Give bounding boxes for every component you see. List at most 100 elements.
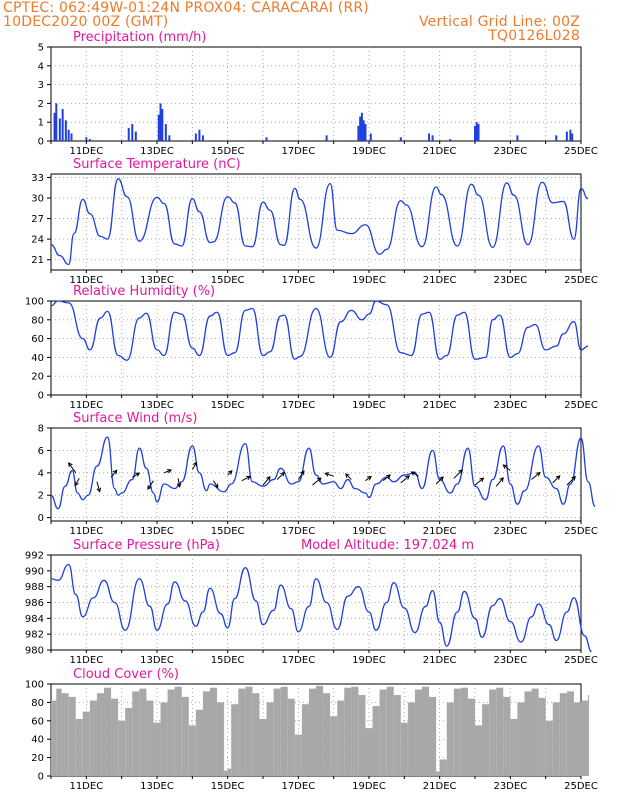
y-tick-label: 0 [38, 772, 44, 783]
cloud-bar [400, 722, 408, 776]
cloud-bar [386, 686, 394, 776]
cloud-bar [61, 693, 69, 776]
cloud-bar [118, 720, 126, 776]
x-tick-label: 21DEC [423, 655, 457, 666]
wind-arrowhead [458, 469, 463, 475]
wind-arrowhead [112, 469, 118, 475]
precip-bar [201, 135, 204, 141]
cloud-bar [531, 688, 539, 776]
wind-vector [262, 476, 271, 486]
cloud-bar [139, 688, 147, 776]
cloud-bar [132, 691, 140, 776]
x-tick-label: 21DEC [423, 400, 457, 411]
panel-title: Surface Wind (m/s) [73, 411, 197, 426]
y-tick-label: 0 [38, 513, 44, 524]
y-tick-label: 8 [38, 424, 44, 435]
cloud-bar [316, 685, 324, 776]
wind-arrowhead [300, 470, 305, 476]
y-tick-label: 80 [31, 698, 44, 709]
wind-arrowhead [74, 481, 79, 487]
cloud-bar [517, 702, 525, 776]
panel-frame [50, 46, 582, 142]
x-tick-label: 25DEC [564, 400, 598, 411]
wind-vector [495, 477, 504, 487]
y-tick-label: 27 [31, 214, 44, 225]
x-tick-label: 13DEC [140, 146, 174, 157]
x-tick-label: 19DEC [352, 655, 386, 666]
run-date: 10DEC2020 00Z (GMT) [3, 14, 169, 30]
y-tick-label: 982 [25, 630, 44, 641]
precip-bar [67, 129, 70, 141]
y-tick-label: 4 [38, 61, 44, 72]
cloud-bar [379, 689, 387, 776]
wind-vector [110, 469, 118, 478]
wind-arrowhead [405, 475, 411, 480]
y-tick-label: 0 [38, 391, 44, 402]
cloud-bar [552, 702, 560, 776]
cloud-bar [68, 696, 76, 776]
cloud-bar [351, 686, 359, 776]
wind-arrowhead [555, 475, 561, 480]
y-tick-label: 6 [38, 446, 44, 457]
panel-frame [50, 300, 582, 396]
x-tick-label: 21DEC [423, 526, 457, 537]
y-tick-label: 4 [38, 468, 44, 479]
y-tick-label: 100 [25, 297, 44, 308]
x-tick-label: 25DEC [564, 526, 598, 537]
panel-title: Surface Temperature (nC) [73, 157, 241, 172]
wind-vector [276, 472, 285, 480]
wind-arrowhead [266, 475, 271, 481]
x-tick-label: 13DEC [140, 275, 174, 286]
panel-title: Precipitation (mm/h) [73, 30, 206, 45]
y-tick-label: 992 [25, 551, 44, 562]
wind-vector [325, 472, 334, 477]
x-tick-label: 21DEC [423, 275, 457, 286]
cloud-bar [231, 704, 239, 776]
y-tick-label: 60 [31, 334, 44, 345]
panel-annotation: Model Altitude: 197.024 m [301, 538, 474, 553]
cloud-bar [217, 702, 225, 776]
cloud-bar [188, 725, 196, 776]
wind-vector [453, 469, 463, 479]
x-tick-label: 15DEC [211, 275, 245, 286]
wind-vector [382, 474, 391, 482]
cloud-bar [358, 695, 366, 776]
cloud-bar [475, 725, 483, 776]
cloud-bar [210, 687, 218, 776]
wind-arrowhead [280, 471, 285, 477]
x-tick-label: 11DEC [69, 275, 103, 286]
x-tick-label: 15DEC [211, 400, 245, 411]
wind-arrowhead [479, 477, 485, 483]
wind-arrowhead [68, 462, 73, 468]
x-tick-label: 17DEC [281, 781, 315, 792]
precip-bar [569, 129, 572, 141]
precip-bar [131, 124, 134, 141]
panel-frame [50, 427, 582, 522]
x-tick-label: 15DEC [211, 526, 245, 537]
x-tick-label: 21DEC [423, 146, 457, 157]
cloud-bar [280, 686, 288, 776]
cloud-bar [245, 686, 253, 776]
cloud-bar [287, 698, 295, 776]
cloud-bar [294, 734, 302, 776]
y-tick-label: 33 [31, 173, 44, 184]
cloud-bar [323, 693, 331, 776]
cloud-bar [195, 709, 203, 776]
station-header: CPTEC: 062:49W-01:24N PROX04: CARACARAI … [3, 0, 369, 16]
wind-arrowhead [227, 470, 233, 475]
cloud-bar [104, 687, 112, 776]
precip-bar [325, 135, 328, 141]
cloud-bar [588, 695, 590, 776]
precip-bar [157, 114, 160, 141]
x-tick-label: 15DEC [211, 655, 245, 666]
precip-bar [357, 125, 360, 141]
cloud-bar [146, 700, 154, 776]
precip-bar [55, 103, 58, 141]
wind-arrowhead [214, 483, 219, 489]
wind-arrowhead [571, 476, 577, 481]
precip-bar [265, 137, 268, 141]
cloud-bar [467, 698, 475, 776]
wind-vector [96, 481, 101, 492]
x-tick-label: 25DEC [564, 655, 598, 666]
precip-bar [64, 120, 67, 141]
